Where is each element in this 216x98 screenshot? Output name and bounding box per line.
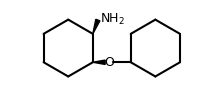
Text: NH$_2$: NH$_2$ — [100, 12, 125, 27]
Text: O: O — [105, 56, 114, 69]
Polygon shape — [93, 19, 100, 34]
Polygon shape — [93, 60, 105, 64]
